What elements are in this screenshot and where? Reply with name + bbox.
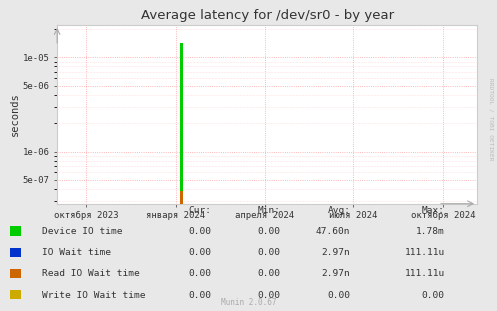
Text: Write IO Wait time: Write IO Wait time (42, 291, 146, 299)
Text: 0.00: 0.00 (258, 227, 281, 236)
Text: Max:: Max: (422, 206, 445, 215)
Text: 0.00: 0.00 (258, 270, 281, 278)
Text: 0.00: 0.00 (258, 291, 281, 299)
Text: 47.60n: 47.60n (316, 227, 350, 236)
Text: RRDTOOL / TOBI OETIKER: RRDTOOL / TOBI OETIKER (489, 78, 494, 160)
Text: Avg:: Avg: (328, 206, 350, 215)
Text: Min:: Min: (258, 206, 281, 215)
Text: 111.11u: 111.11u (405, 270, 445, 278)
Text: Munin 2.0.67: Munin 2.0.67 (221, 298, 276, 307)
Text: 0.00: 0.00 (422, 291, 445, 299)
Text: Device IO time: Device IO time (42, 227, 123, 236)
Text: 2.97n: 2.97n (322, 270, 350, 278)
Text: 0.00: 0.00 (188, 270, 211, 278)
Text: 111.11u: 111.11u (405, 248, 445, 257)
Text: 0.00: 0.00 (258, 248, 281, 257)
Text: Cur:: Cur: (188, 206, 211, 215)
Title: Average latency for /dev/sr0 - by year: Average latency for /dev/sr0 - by year (141, 9, 394, 22)
Text: 0.00: 0.00 (328, 291, 350, 299)
Text: 0.00: 0.00 (188, 291, 211, 299)
Text: 0.00: 0.00 (188, 248, 211, 257)
Text: 2.97n: 2.97n (322, 248, 350, 257)
Text: 1.78m: 1.78m (416, 227, 445, 236)
Text: 0.00: 0.00 (188, 227, 211, 236)
Y-axis label: seconds: seconds (10, 92, 20, 136)
Text: IO Wait time: IO Wait time (42, 248, 111, 257)
Text: Read IO Wait time: Read IO Wait time (42, 270, 140, 278)
